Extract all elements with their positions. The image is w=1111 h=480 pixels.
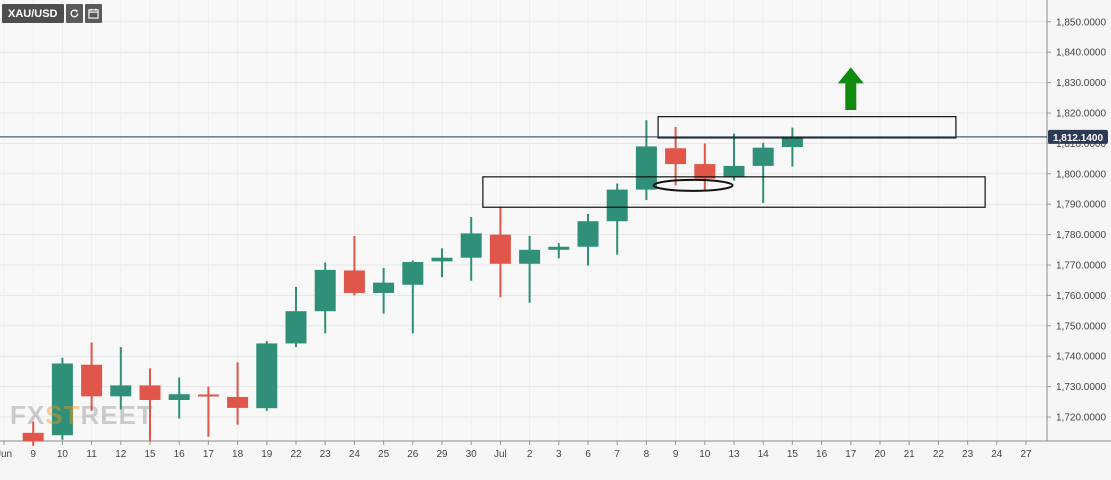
x-tick-label: 23	[320, 449, 332, 460]
x-tick-label: 17	[845, 449, 857, 460]
x-tick-label: 22	[290, 449, 302, 460]
candle-body-bullish	[314, 269, 336, 312]
candle-body-bullish	[577, 221, 599, 247]
x-tick-label: 12	[115, 449, 127, 460]
y-tick-label: 1,840.0000	[1056, 48, 1106, 59]
candle-body-bearish	[139, 385, 161, 400]
y-tick-label: 1,730.0000	[1056, 382, 1106, 393]
x-tick-label: 26	[407, 449, 419, 460]
x-tick-label: 29	[436, 449, 448, 460]
x-tick-label: 16	[816, 449, 828, 460]
x-tick-label: Jun	[0, 449, 12, 460]
calendar-button[interactable]	[84, 4, 102, 23]
x-tick-label: 25	[378, 449, 390, 460]
x-tick-label: 16	[174, 449, 186, 460]
candle-body-bullish	[548, 246, 570, 250]
plot-background	[0, 0, 1047, 441]
candle-body-bullish	[606, 189, 628, 222]
x-tick-label: 20	[874, 449, 886, 460]
x-tick-label: 22	[933, 449, 945, 460]
candle-body-bullish	[168, 394, 190, 400]
x-tick-label: 9	[673, 449, 679, 460]
x-tick-label: 24	[991, 449, 1003, 460]
y-tick-label: 1,750.0000	[1056, 321, 1106, 332]
chart-toolbar: XAU/USD	[2, 4, 102, 23]
x-tick-label: 19	[261, 449, 273, 460]
y-tick-label: 1,740.0000	[1056, 352, 1106, 363]
x-tick-label: 18	[232, 449, 244, 460]
candle-body-bearish	[489, 234, 511, 264]
highlight-ellipse	[652, 178, 734, 192]
x-tick-label: 10	[699, 449, 711, 460]
candle-body-bullish	[373, 282, 395, 293]
y-tick-label: 1,770.0000	[1056, 261, 1106, 272]
y-tick-label: 1,760.0000	[1056, 291, 1106, 302]
candle-body-bullish	[402, 261, 424, 285]
refresh-icon	[69, 9, 78, 18]
candle-body-bearish	[197, 394, 219, 397]
x-tick-label: 24	[349, 449, 361, 460]
x-tick-label: 8	[644, 449, 650, 460]
x-tick-label: 17	[203, 449, 215, 460]
y-tick-label: 1,810.0000	[1056, 139, 1106, 150]
candle-body-bullish	[752, 147, 774, 166]
refresh-button[interactable]	[65, 4, 83, 23]
current-price-badge	[1048, 129, 1108, 144]
candle-body-bearish	[227, 396, 249, 408]
candle-body-bullish	[723, 165, 745, 178]
calendar-icon	[87, 8, 99, 19]
y-tick-label: 1,790.0000	[1056, 200, 1106, 211]
candle-body-bullish	[431, 257, 453, 262]
y-tick-label: 1,820.0000	[1056, 109, 1106, 120]
candle-body-bullish	[460, 233, 482, 258]
candle-body-bearish	[343, 270, 365, 293]
y-tick-label: 1,850.0000	[1056, 17, 1106, 28]
support-zone-box	[482, 176, 986, 208]
y-tick-label: 1,800.0000	[1056, 169, 1106, 180]
candle-body-bullish	[519, 249, 541, 264]
candle-body-bearish	[81, 364, 103, 397]
symbol-label[interactable]: XAU/USD	[2, 4, 64, 23]
candle-body-bullish	[256, 343, 278, 409]
x-tick-label: 10	[57, 449, 69, 460]
x-tick-label: 15	[144, 449, 156, 460]
y-tick-label: 1,830.0000	[1056, 78, 1106, 89]
x-tick-label: 23	[962, 449, 974, 460]
bullish-up-arrow	[837, 67, 864, 110]
x-tick-label: 6	[585, 449, 591, 460]
x-tick-label: 14	[758, 449, 770, 460]
x-tick-label: 30	[466, 449, 478, 460]
x-tick-label: 13	[728, 449, 740, 460]
x-tick-label: 21	[904, 449, 916, 460]
current-price-label: 1,812.1400	[1053, 133, 1103, 144]
candle-body-bullish	[110, 385, 132, 397]
x-tick-label: Jul	[494, 449, 507, 460]
x-tick-label: 7	[614, 449, 620, 460]
candle-body-bullish	[51, 363, 73, 436]
y-tick-label: 1,720.0000	[1056, 413, 1106, 424]
candle-body-bearish	[665, 148, 687, 165]
candle-body-bearish	[22, 432, 44, 442]
x-tick-label: 3	[556, 449, 562, 460]
candle-body-bullish	[285, 311, 307, 344]
x-tick-label: 11	[86, 449, 97, 460]
x-tick-label: 2	[527, 449, 533, 460]
y-tick-label: 1,780.0000	[1056, 230, 1106, 241]
x-tick-label: 15	[787, 449, 799, 460]
candle-body-bullish	[781, 136, 803, 148]
candle-body-bullish	[635, 146, 657, 190]
resistance-zone-box	[657, 116, 957, 139]
x-tick-label: 9	[30, 449, 36, 460]
x-tick-label: 27	[1020, 449, 1032, 460]
candle-body-bearish	[694, 164, 716, 179]
